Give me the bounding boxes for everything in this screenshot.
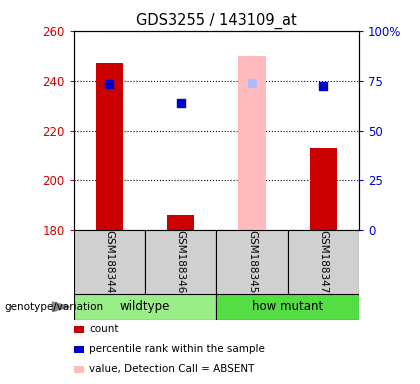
Text: GSM188346: GSM188346	[176, 230, 186, 294]
Text: percentile rank within the sample: percentile rank within the sample	[89, 344, 265, 354]
Text: count: count	[89, 324, 118, 334]
Bar	[74, 294, 216, 320]
Bar	[288, 230, 359, 294]
Text: value, Detection Call = ABSENT: value, Detection Call = ABSENT	[89, 364, 255, 374]
Point	[249, 80, 255, 86]
Bar	[310, 148, 337, 230]
Text: wildtype: wildtype	[120, 300, 170, 313]
Bar	[74, 230, 145, 294]
Point	[177, 99, 184, 106]
Text: genotype/variation: genotype/variation	[4, 302, 103, 312]
Text: GSM188347: GSM188347	[318, 230, 328, 294]
Bar	[239, 56, 265, 230]
Text: how mutant: how mutant	[252, 300, 323, 313]
Title: GDS3255 / 143109_at: GDS3255 / 143109_at	[136, 13, 297, 29]
Bar	[216, 294, 359, 320]
Point	[106, 81, 113, 87]
Bar	[216, 230, 288, 294]
Polygon shape	[52, 302, 69, 312]
Point	[320, 83, 327, 89]
Text: GSM188345: GSM188345	[247, 230, 257, 294]
Bar	[167, 215, 194, 230]
Bar	[145, 230, 216, 294]
Bar	[96, 63, 123, 230]
Text: GSM188344: GSM188344	[104, 230, 114, 294]
